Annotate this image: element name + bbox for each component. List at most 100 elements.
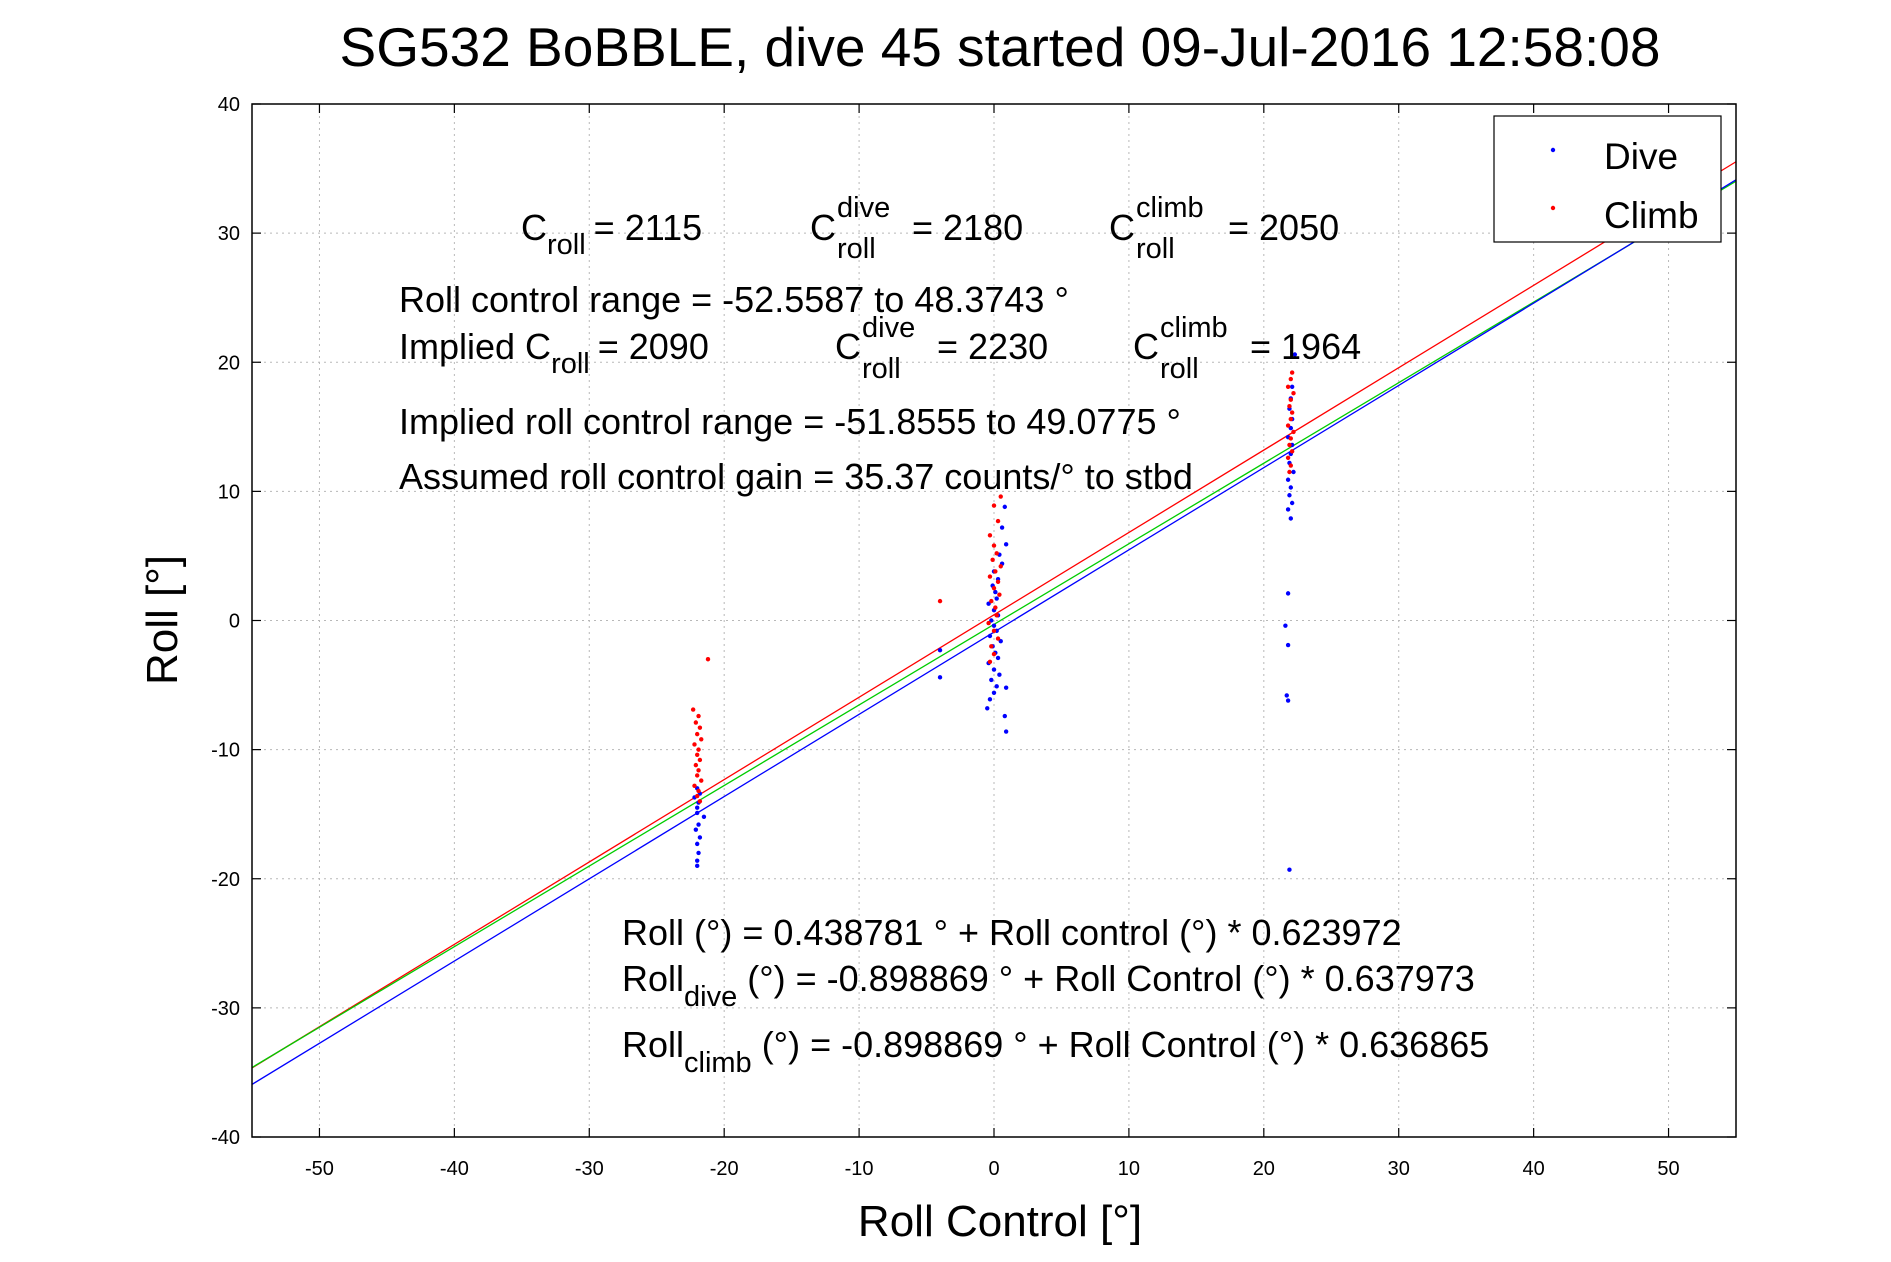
y-tick-label: -20	[211, 869, 240, 891]
data-point-climb	[690, 707, 696, 712]
data-point-dive	[987, 633, 993, 639]
y-tick-label: 10	[218, 481, 240, 503]
data-point-dive	[994, 596, 999, 601]
data-point-climb	[1288, 397, 1294, 402]
data-point-dive	[696, 822, 701, 827]
legend: Dive Climb	[1493, 115, 1722, 243]
data-point-dive	[937, 647, 943, 653]
annotation-implied-range: Implied roll control range = -51.8555 to…	[399, 401, 1181, 442]
x-axis-label: Roll Control [°]	[858, 1197, 1142, 1246]
data-point-climb	[995, 636, 1001, 641]
data-point-dive	[1292, 352, 1298, 357]
annotations: Croll = 2115 C dive roll = 2180 C climb r…	[399, 192, 1489, 1079]
data-point-climb	[1287, 442, 1292, 448]
annotation-implied-c-climb: C	[1133, 326, 1159, 367]
data-point-dive	[937, 675, 943, 680]
data-point-climb	[696, 768, 701, 773]
annotation-implied-c-roll: Implied Croll = 2090	[399, 326, 709, 380]
data-point-climb	[697, 799, 703, 804]
annotation-c-climb-sub: roll	[1136, 233, 1175, 265]
data-point-climb	[998, 564, 1003, 569]
data-point-climb	[693, 720, 699, 725]
y-tick-label: 20	[218, 352, 240, 374]
series-climb	[690, 370, 1296, 804]
annotation-gain: Assumed roll control gain = 35.37 counts…	[399, 456, 1193, 497]
data-point-climb	[695, 752, 700, 757]
annotation-implied-c-dive: C	[835, 326, 861, 367]
data-point-dive	[991, 690, 997, 696]
data-point-climb	[705, 657, 711, 662]
annotation-implied-c-climb-sup: climb	[1160, 312, 1228, 344]
data-point-dive	[1287, 493, 1292, 498]
data-point-dive	[695, 863, 700, 869]
annotation-range: Roll control range = -52.5587 to 48.3743…	[399, 279, 1069, 320]
data-point-climb	[695, 793, 700, 799]
data-point-dive	[991, 623, 997, 628]
data-point-climb	[997, 592, 1002, 597]
data-point-climb	[692, 742, 697, 747]
legend-box	[1493, 115, 1722, 243]
annotation-c-dive-value: = 2180	[912, 207, 1023, 248]
data-point-climb	[1285, 455, 1291, 461]
data-point-climb	[995, 579, 1001, 584]
legend-dive-marker	[1550, 147, 1556, 153]
annotation-c-roll: Croll = 2115	[521, 207, 702, 261]
data-point-climb	[695, 731, 700, 737]
x-tick-label: 0	[988, 1158, 999, 1180]
data-point-dive	[1285, 507, 1291, 512]
data-point-climb	[1285, 423, 1291, 428]
data-point-climb	[1289, 449, 1295, 454]
data-point-climb	[991, 543, 997, 548]
data-point-climb	[991, 503, 997, 508]
data-point-dive	[1289, 500, 1295, 506]
annotation-implied-c-dive-value: = 2230	[937, 326, 1048, 367]
data-point-dive	[1002, 504, 1007, 510]
data-point-climb	[695, 773, 700, 778]
data-point-dive	[1285, 698, 1291, 703]
data-point-dive	[1288, 516, 1294, 521]
data-point-dive	[1002, 713, 1007, 719]
annotation-equation-dive: Rolldive (°) = -0.898869 ° + Roll Contro…	[622, 958, 1475, 1013]
x-tick-label: 50	[1657, 1158, 1679, 1180]
data-point-dive	[999, 525, 1005, 530]
data-point-climb	[986, 620, 991, 626]
data-point-climb	[993, 569, 998, 574]
data-point-dive	[1287, 867, 1292, 872]
fit-line	[251, 161, 1737, 1069]
data-point-climb	[994, 613, 999, 618]
data-point-dive	[1288, 485, 1294, 490]
data-point-climb	[990, 557, 995, 563]
data-point-dive	[991, 667, 997, 672]
data-point-dive	[1003, 729, 1009, 734]
annotation-c-dive: C	[810, 207, 836, 248]
data-point-climb	[987, 659, 993, 665]
annotation-c-dive-sup: dive	[837, 192, 890, 224]
data-point-dive	[1285, 642, 1291, 648]
annotation-implied-c-climb-value: = 1964	[1250, 326, 1361, 367]
data-point-dive	[997, 672, 1002, 677]
data-point-climb	[1288, 416, 1294, 422]
annotation-equation-overall: Roll (°) = 0.438781 ° + Roll control (°)…	[622, 912, 1402, 953]
data-point-dive	[1284, 693, 1289, 698]
annotation-c-climb: C	[1109, 207, 1135, 248]
data-point-climb	[1285, 384, 1291, 389]
x-tick-label: 40	[1523, 1158, 1545, 1180]
annotation-c-climb-value: = 2050	[1228, 207, 1339, 248]
data-point-dive	[695, 858, 700, 863]
data-point-dive	[1003, 542, 1009, 547]
data-point-dive	[1285, 591, 1291, 596]
data-points	[690, 352, 1298, 872]
y-axis-label: Roll [°]	[138, 555, 187, 685]
data-point-dive	[1283, 623, 1288, 628]
x-tick-label: 30	[1388, 1158, 1410, 1180]
x-tick-label: 10	[1118, 1158, 1140, 1180]
data-point-climb	[998, 494, 1003, 499]
data-point-dive	[1289, 384, 1295, 389]
data-point-climb	[1288, 436, 1294, 441]
chart-title: SG532 BoBBLE, dive 45 started 09-Jul-201…	[340, 16, 1661, 78]
data-point-climb	[692, 783, 697, 788]
y-tick-label: 0	[229, 611, 240, 633]
annotation-implied-c-dive-sup: dive	[862, 312, 915, 344]
x-tick-label: -50	[305, 1158, 334, 1180]
